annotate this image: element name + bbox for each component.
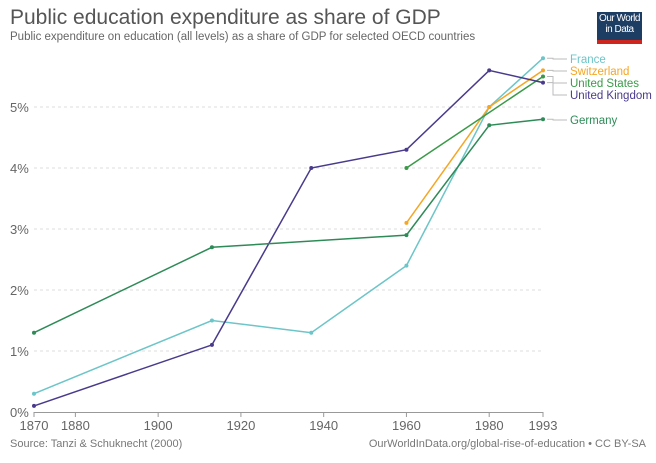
owid-logo[interactable]: Our World in Data — [597, 12, 642, 44]
series-line-united-kingdom — [33, 69, 544, 407]
y-tick-label: 4% — [10, 161, 29, 176]
x-tick-label: 1960 — [392, 418, 421, 433]
y-tick-label: 3% — [10, 222, 29, 237]
data-point — [209, 245, 214, 250]
source-note[interactable]: Source: Tanzi & Schuknecht (2000) — [10, 438, 183, 450]
data-point — [404, 147, 409, 152]
legend-label: Switzerland — [570, 66, 629, 78]
data-point — [209, 318, 214, 323]
data-point — [404, 263, 409, 268]
data-point — [487, 68, 492, 73]
x-tick-label: 1880 — [61, 418, 90, 433]
series-line-united-states — [406, 75, 544, 169]
x-tick-label: 1920 — [226, 418, 255, 433]
y-tick-label: 0% — [10, 405, 29, 420]
legend-label: France — [570, 54, 606, 66]
legend-label: Germany — [570, 115, 618, 127]
chart-subtitle: Public expenditure on education (all lev… — [10, 31, 476, 43]
legend-connector — [547, 118, 567, 121]
series-line-switzerland — [405, 69, 544, 224]
data-point — [32, 391, 36, 396]
data-point — [209, 342, 214, 347]
legend-connector — [547, 57, 567, 60]
series-line-france — [33, 57, 544, 395]
data-point — [541, 74, 545, 79]
y-tick-label: 1% — [10, 344, 29, 359]
legend-label: United States — [570, 78, 639, 90]
legend-connector — [547, 76, 567, 84]
chart-title: Public education expenditure as share of… — [10, 6, 441, 29]
data-point — [404, 166, 409, 170]
data-point — [541, 68, 545, 73]
data-point — [309, 166, 314, 170]
y-tick-label: 2% — [10, 283, 29, 298]
data-point — [404, 233, 409, 238]
data-point — [487, 105, 492, 109]
x-tick-label: 1900 — [144, 418, 173, 433]
data-point — [309, 330, 314, 335]
data-point — [541, 80, 545, 85]
legend-connector — [547, 82, 567, 96]
data-point — [32, 403, 36, 408]
x-tick-label: 1870 — [20, 418, 49, 433]
data-point — [487, 123, 492, 128]
license-note[interactable]: OurWorldInData.org/global-rise-of-educat… — [368, 438, 646, 450]
data-point — [541, 56, 545, 61]
x-tick-label: 1993 — [529, 418, 558, 433]
y-tick-label: 5% — [10, 100, 29, 115]
x-tick-label: 1980 — [475, 418, 504, 433]
legend-connector — [547, 69, 567, 72]
x-tick-label: 1940 — [309, 418, 338, 433]
legend-label: United Kingdom — [570, 90, 652, 102]
data-point — [541, 117, 545, 122]
data-point — [404, 220, 409, 225]
data-point — [32, 330, 36, 335]
